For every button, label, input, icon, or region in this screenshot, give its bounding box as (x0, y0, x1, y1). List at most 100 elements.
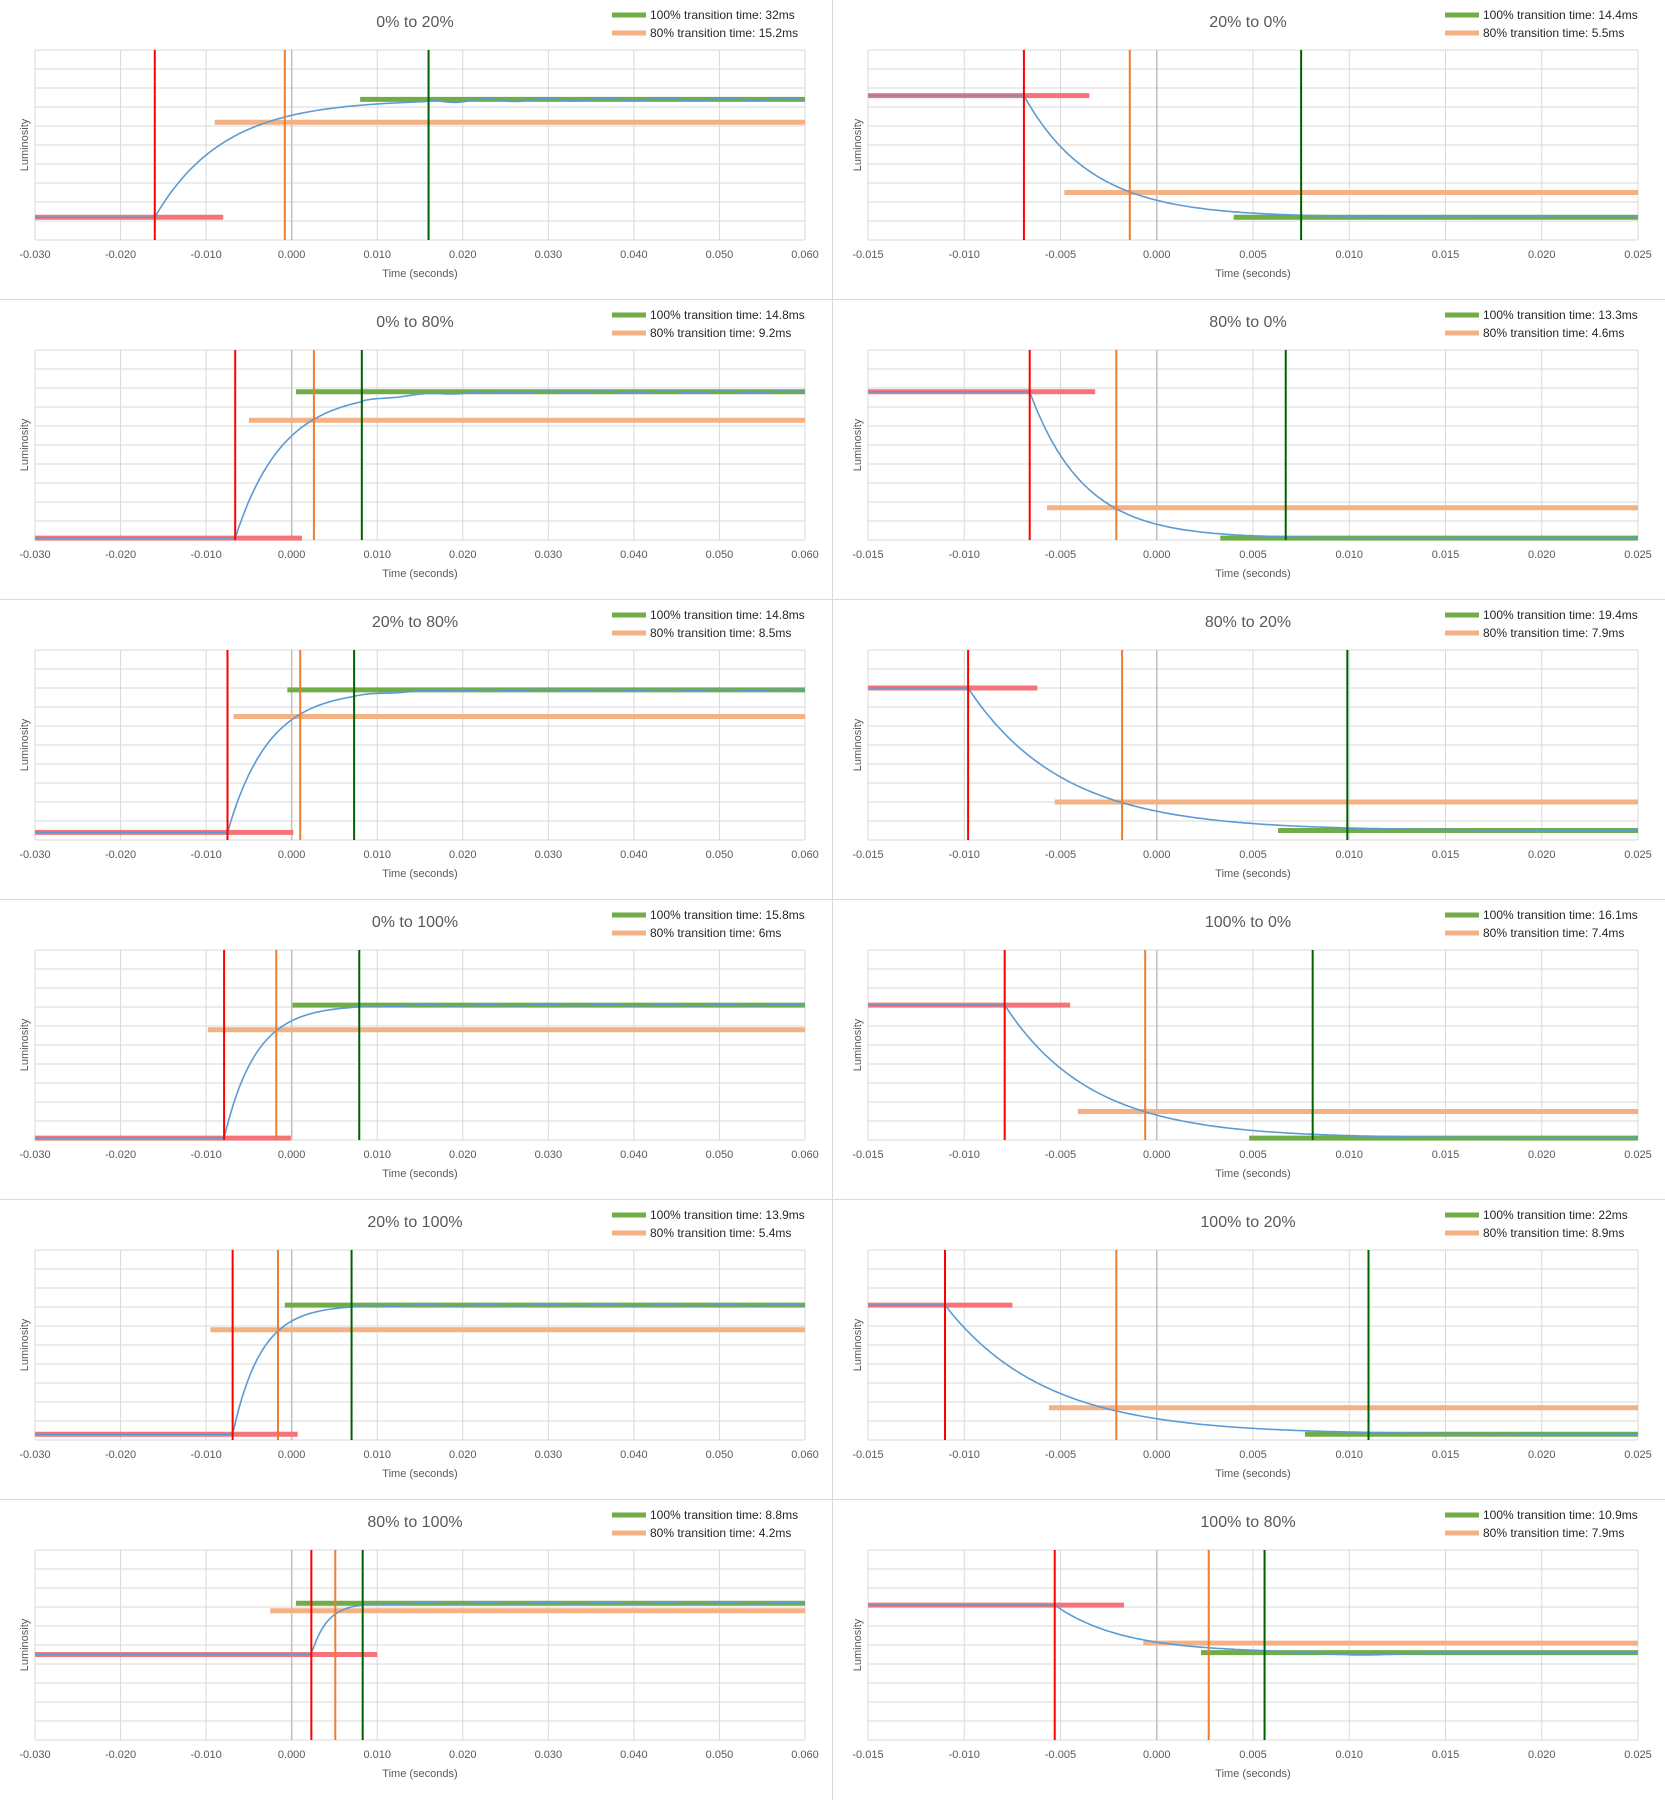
x-tick-label: -0.010 (949, 549, 980, 561)
chart-panel: -0.015 -0.010 -0.005 0.000 0.005 0.010 0.015 0.… (833, 900, 1665, 1200)
x-tick-label: 0.010 (363, 849, 391, 861)
column-divider (832, 0, 833, 1800)
x-tick-label: 0.005 (1239, 1449, 1267, 1461)
row-divider (0, 899, 1665, 900)
chart-title: 0% to 100% (372, 914, 458, 931)
x-tick-label: 0.040 (620, 249, 648, 261)
x-tick-label: 0.050 (706, 1749, 734, 1761)
x-tick-label: 0.010 (1335, 1749, 1363, 1761)
x-tick-label: -0.015 (852, 1149, 883, 1161)
x-axis-label: Time (seconds) (1215, 568, 1290, 580)
x-tick-label: -0.015 (852, 249, 883, 261)
y-axis-label: Luminosity (852, 1018, 864, 1071)
x-tick-label: 0.025 (1624, 849, 1652, 861)
x-tick-label: 0.010 (1335, 249, 1363, 261)
y-axis-label: Luminosity (852, 1618, 864, 1671)
chart-panel: -0.030 -0.020 -0.010 0.000 0.010 0.020 0.030 0.… (0, 600, 832, 900)
x-tick-label: 0.000 (278, 1449, 306, 1461)
legend-entry: 100% transition time: 10.9ms (1483, 1508, 1638, 1522)
legend-entry: 80% transition time: 9.2ms (650, 326, 791, 340)
x-tick-label: 0.010 (363, 249, 391, 261)
x-tick-label: 0.030 (535, 1749, 563, 1761)
x-tick-label: 0.020 (449, 1749, 477, 1761)
x-tick-label: -0.010 (191, 1449, 222, 1461)
luminosity-series-line (35, 1003, 806, 1139)
x-tick-label: 0.025 (1624, 249, 1652, 261)
legend-entry: 100% transition time: 14.4ms (1483, 8, 1638, 22)
x-tick-label: 0.015 (1432, 249, 1460, 261)
legend-entry: 100% transition time: 16.1ms (1483, 908, 1638, 922)
x-tick-label: -0.015 (852, 1749, 883, 1761)
luminosity-series-line (868, 687, 1638, 832)
legend-entry: 100% transition time: 14.8ms (650, 308, 805, 322)
chart-title: 80% to 100% (367, 1514, 462, 1531)
x-tick-label: 0.010 (1335, 849, 1363, 861)
x-tick-label: -0.005 (1045, 849, 1076, 861)
x-tick-label: -0.010 (191, 549, 222, 561)
legend-entry: 80% transition time: 4.6ms (1483, 326, 1624, 340)
x-tick-label: 0.000 (278, 849, 306, 861)
x-axis-label: Time (seconds) (1215, 1468, 1290, 1480)
chart-panel: -0.015 -0.010 -0.005 0.000 0.005 0.010 0.015 0.… (833, 1500, 1665, 1800)
x-tick-label: -0.020 (105, 849, 136, 861)
x-axis-label: Time (seconds) (382, 1768, 457, 1780)
x-tick-label: 0.060 (791, 249, 819, 261)
x-tick-label: 0.000 (278, 1749, 306, 1761)
x-tick-label: -0.030 (19, 1449, 50, 1461)
x-tick-label: 0.030 (535, 549, 563, 561)
x-tick-label: 0.010 (363, 1449, 391, 1461)
x-tick-label: 0.015 (1432, 549, 1460, 561)
legend-entry: 80% transition time: 6ms (650, 926, 781, 940)
x-tick-label: 0.010 (1335, 549, 1363, 561)
x-tick-label: 0.030 (535, 849, 563, 861)
x-tick-label: -0.030 (19, 549, 50, 561)
x-tick-label: 0.060 (791, 849, 819, 861)
x-tick-label: 0.020 (449, 849, 477, 861)
y-axis-label: Luminosity (852, 718, 864, 771)
x-tick-label: -0.020 (105, 249, 136, 261)
chart-title: 100% to 20% (1200, 1214, 1295, 1231)
row-divider (0, 299, 1665, 300)
chart-panel: -0.015 -0.010 -0.005 0.000 0.005 0.010 0.015 0.… (833, 0, 1665, 300)
chart-title: 100% to 0% (1205, 914, 1291, 931)
row-divider (0, 1499, 1665, 1500)
legend-entry: 100% transition time: 15.8ms (650, 908, 805, 922)
x-tick-label: 0.020 (1528, 1449, 1556, 1461)
x-tick-label: 0.060 (791, 1449, 819, 1461)
legend-entry: 100% transition time: 13.3ms (1483, 308, 1638, 322)
x-tick-label: -0.010 (949, 249, 980, 261)
x-tick-label: -0.020 (105, 549, 136, 561)
x-tick-label: 0.030 (535, 1149, 563, 1161)
x-tick-label: 0.010 (363, 549, 391, 561)
x-tick-label: 0.020 (449, 249, 477, 261)
x-tick-label: 0.020 (1528, 849, 1556, 861)
x-axis-label: Time (seconds) (382, 1168, 457, 1180)
y-axis-label: Luminosity (852, 418, 864, 471)
x-tick-label: -0.010 (191, 1749, 222, 1761)
x-tick-label: -0.020 (105, 1749, 136, 1761)
x-axis-label: Time (seconds) (382, 268, 457, 280)
legend-entry: 80% transition time: 4.2ms (650, 1526, 791, 1540)
x-tick-label: -0.030 (19, 1149, 50, 1161)
chart-panel: -0.030 -0.020 -0.010 0.000 0.010 0.020 0.030 0.… (0, 900, 832, 1200)
luminosity-series-line (35, 1303, 806, 1436)
chart-svg: -0.030 -0.020 -0.010 0.000 0.010 0.020 0.030 0.… (19, 1508, 819, 1780)
luminosity-series-line (35, 97, 806, 218)
x-tick-label: 0.015 (1432, 1449, 1460, 1461)
x-tick-label: 0.015 (1432, 1749, 1460, 1761)
chart-svg: -0.015 -0.010 -0.005 0.000 0.005 0.010 0.015 0.… (852, 1208, 1652, 1480)
x-tick-label: 0.050 (706, 249, 734, 261)
chart-panel: -0.030 -0.020 -0.010 0.000 0.010 0.020 0.030 0.… (0, 300, 832, 600)
chart-svg: -0.015 -0.010 -0.005 0.000 0.005 0.010 0.015 0.… (852, 1508, 1652, 1780)
x-axis-label: Time (seconds) (382, 1468, 457, 1480)
chart-panel: -0.030 -0.020 -0.010 0.000 0.010 0.020 0.030 0.… (0, 0, 832, 300)
legend-entry: 100% transition time: 13.9ms (650, 1208, 805, 1222)
x-tick-label: 0.000 (1143, 549, 1171, 561)
x-tick-label: 0.005 (1239, 849, 1267, 861)
chart-title: 80% to 0% (1209, 314, 1286, 331)
x-tick-label: 0.000 (1143, 249, 1171, 261)
x-tick-label: 0.000 (1143, 1149, 1171, 1161)
x-tick-label: 0.030 (535, 1449, 563, 1461)
x-tick-label: 0.015 (1432, 849, 1460, 861)
x-tick-label: 0.000 (278, 1149, 306, 1161)
